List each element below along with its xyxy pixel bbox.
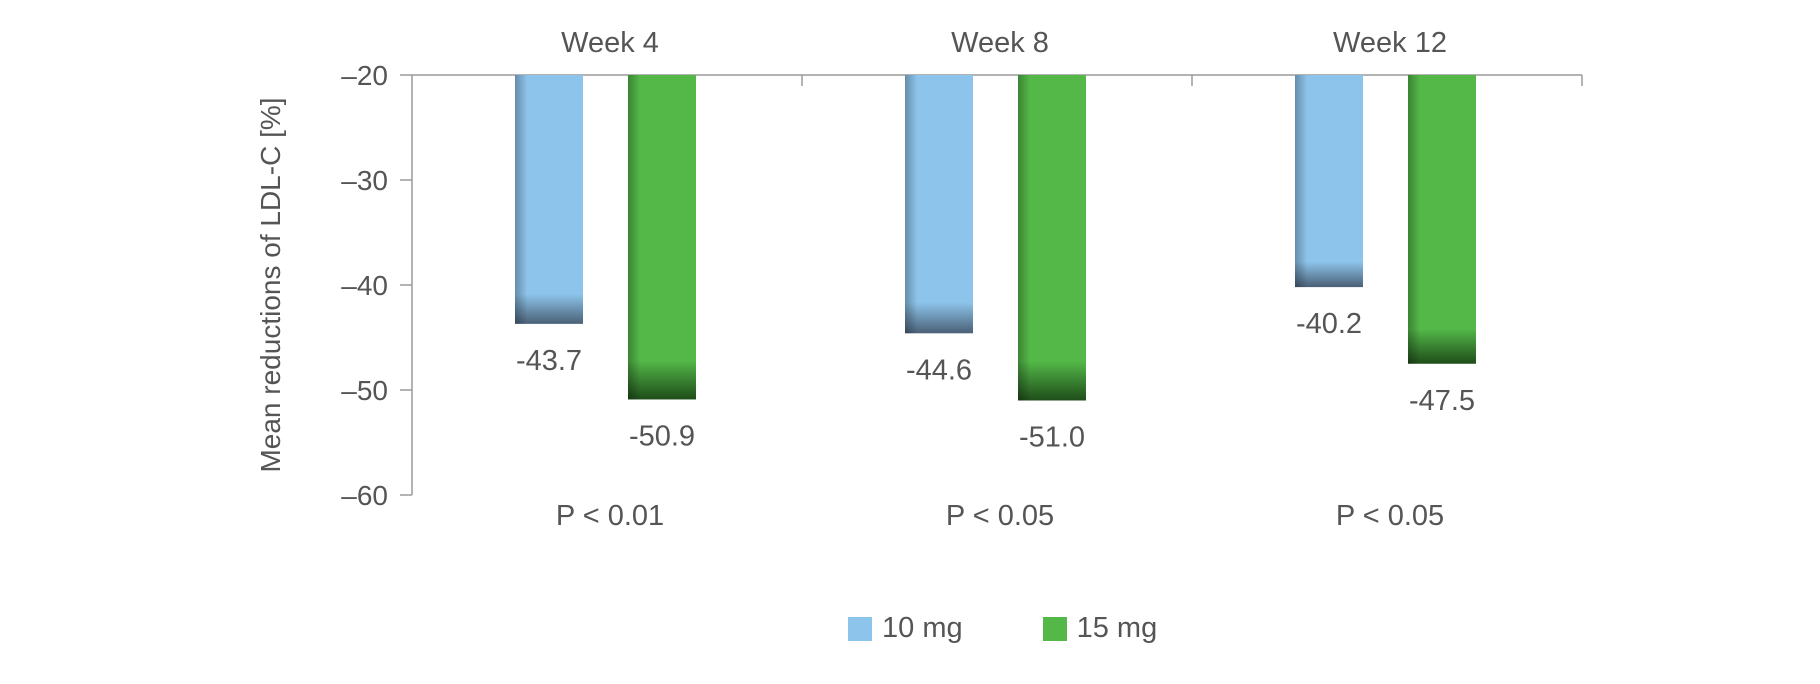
- legend-item-10mg: 10 mg: [848, 612, 963, 645]
- bar-shade: [1018, 75, 1086, 401]
- bar-shade: [515, 75, 583, 324]
- y-tick-label: –50: [341, 375, 388, 406]
- legend: 10 mg 15 mg: [848, 612, 1157, 645]
- category-label: Week 4: [561, 27, 659, 59]
- y-tick-label: –40: [341, 270, 388, 301]
- bar-shade: [1408, 75, 1476, 364]
- legend-label-10mg: 10 mg: [882, 612, 963, 644]
- data-label: -47.5: [1409, 385, 1475, 417]
- y-axis-label: Mean reductions of LDL-C [%]: [255, 97, 286, 472]
- p-value-label: P < 0.05: [1336, 500, 1444, 532]
- y-tick-label: –20: [341, 60, 388, 91]
- bar-shade: [905, 75, 973, 334]
- y-tick-label: –60: [341, 480, 388, 511]
- p-value-label: P < 0.01: [556, 500, 664, 532]
- bar-shade: [1295, 75, 1363, 288]
- data-label: -40.2: [1296, 308, 1362, 340]
- category-label: Week 8: [951, 27, 1049, 59]
- data-label: -43.7: [516, 345, 582, 377]
- p-value-label: P < 0.05: [946, 500, 1054, 532]
- data-label: -51.0: [1019, 422, 1085, 454]
- bar-shade: [628, 75, 696, 400]
- legend-swatch-10mg: [848, 616, 872, 641]
- legend-label-15mg: 15 mg: [1076, 612, 1158, 644]
- legend-swatch-15mg: [1042, 616, 1067, 641]
- y-tick-label: –30: [341, 165, 388, 196]
- data-label: -50.9: [629, 420, 695, 452]
- legend-item-15mg: 15 mg: [1042, 612, 1158, 645]
- category-label: Week 12: [1333, 27, 1447, 59]
- data-label: -44.6: [906, 354, 972, 386]
